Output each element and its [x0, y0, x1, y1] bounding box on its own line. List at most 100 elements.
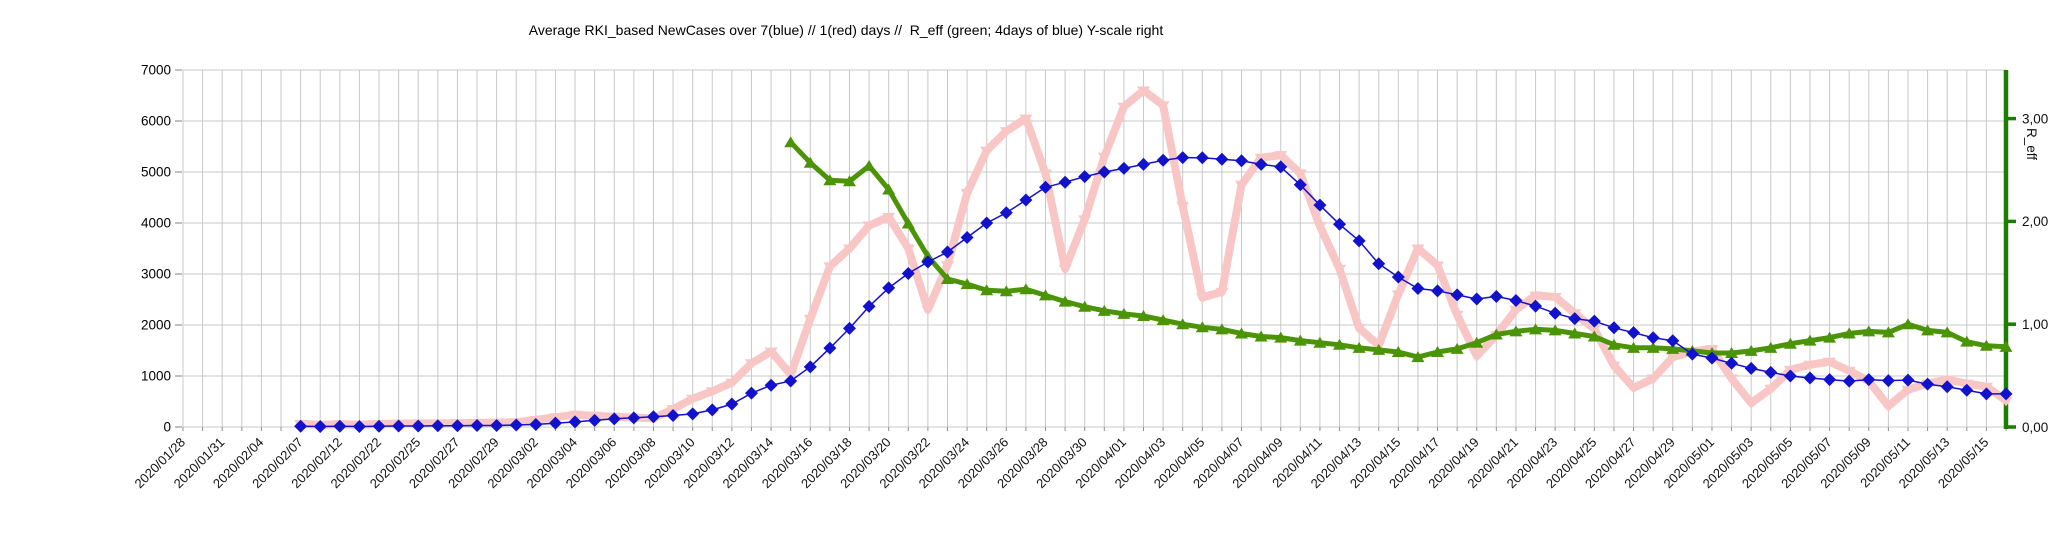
diamond-marker — [333, 419, 347, 433]
arrow-down-marker — [1470, 352, 1484, 363]
triangle-up-marker — [1058, 295, 1072, 307]
diamond-marker — [803, 360, 817, 374]
triangle-up-marker — [1411, 351, 1425, 363]
triangle-up-marker — [1509, 325, 1523, 337]
arrow-down-marker — [1293, 169, 1307, 180]
diamond-marker — [1470, 292, 1484, 306]
diamond-marker — [1372, 257, 1386, 271]
right-axis-title: R_eff — [2024, 128, 2039, 160]
triangle-up-marker — [1744, 344, 1758, 356]
triangle-up-marker — [999, 285, 1013, 297]
arrow-down-marker — [1744, 399, 1758, 410]
series-newcases-7day-avg — [294, 151, 2013, 433]
diamond-marker — [1725, 356, 1739, 370]
diamond-marker — [940, 245, 954, 259]
diamond-marker — [627, 411, 641, 425]
diamond-marker — [1685, 347, 1699, 361]
y-tick-label: 4000 — [141, 216, 171, 231]
diamond-marker — [1489, 289, 1503, 303]
right-tick-label: 1,00 — [2022, 317, 2048, 332]
triangle-up-marker — [1235, 327, 1249, 339]
diamond-marker — [1881, 374, 1895, 388]
arrow-down-marker — [1901, 385, 1915, 396]
arrow-down-marker — [1352, 324, 1366, 335]
right-tick-label: 0,00 — [2022, 420, 2048, 435]
y-tick-label: 2000 — [141, 318, 171, 333]
triangle-up-marker — [1803, 334, 1817, 346]
arrow-down-marker — [1274, 151, 1288, 162]
triangle-up-marker — [1764, 341, 1778, 353]
diamond-marker — [921, 255, 935, 269]
triangle-up-marker — [1666, 342, 1680, 354]
triangle-up-marker — [1117, 307, 1131, 319]
y-tick-label: 6000 — [141, 114, 171, 129]
arrow-down-marker — [823, 262, 837, 273]
diamond-marker — [1783, 369, 1797, 383]
arrow-down-marker — [1333, 264, 1347, 275]
triangle-up-marker — [901, 217, 915, 229]
diamond-marker — [1979, 387, 1993, 401]
diamond-marker — [1333, 217, 1347, 231]
triangle-up-marker — [1156, 314, 1170, 326]
diamond-marker — [607, 412, 621, 426]
diamond-marker — [1117, 161, 1131, 175]
diamond-marker — [1176, 151, 1190, 165]
triangle-up-marker — [1627, 341, 1641, 353]
diamond-marker — [862, 299, 876, 313]
triangle-up-marker — [1646, 341, 1660, 353]
arrow-down-marker — [1038, 169, 1052, 180]
diamond-marker — [490, 418, 504, 432]
diamond-marker — [294, 419, 308, 433]
arrow-down-marker — [1411, 244, 1425, 255]
y-tick-label: 7000 — [141, 63, 171, 78]
triangle-up-marker — [1842, 327, 1856, 339]
triangle-up-marker — [960, 278, 974, 290]
diamond-marker — [980, 216, 994, 230]
diamond-marker — [588, 413, 602, 427]
triangle-up-marker — [1254, 330, 1268, 342]
triangle-up-marker — [940, 272, 954, 284]
arrow-down-marker — [1529, 291, 1543, 302]
diamond-marker — [1019, 193, 1033, 207]
series-newcases-1day-markers — [294, 86, 2013, 431]
arrow-down-marker — [980, 146, 994, 157]
arrow-down-marker — [1587, 325, 1601, 336]
diamond-marker — [1666, 334, 1680, 348]
triangle-up-marker — [1019, 283, 1033, 295]
diamond-marker — [744, 386, 758, 400]
diamond-marker — [1058, 175, 1072, 189]
triangle-up-marker — [1470, 336, 1484, 348]
triangle-up-marker — [1940, 326, 1954, 338]
diamond-marker — [313, 419, 327, 433]
triangle-up-marker — [1391, 345, 1405, 357]
triangle-up-marker — [1568, 327, 1582, 339]
triangle-up-marker — [1881, 326, 1895, 338]
diamond-marker — [1274, 160, 1288, 174]
diamond-marker — [666, 409, 680, 423]
arrow-down-marker — [1764, 384, 1778, 395]
triangle-up-marker — [1293, 334, 1307, 346]
arrow-down-marker — [842, 244, 856, 255]
triangle-up-marker — [1901, 318, 1915, 330]
triangle-up-marker — [1979, 339, 1993, 351]
diamond-marker — [764, 378, 778, 392]
triangle-up-marker — [862, 159, 876, 171]
arrow-down-marker — [1137, 86, 1151, 97]
arrow-down-marker — [1842, 366, 1856, 377]
arrow-down-marker — [686, 394, 700, 405]
triangle-up-marker — [1274, 331, 1288, 343]
triangle-up-marker — [1372, 343, 1386, 355]
right-tick-label: 2,00 — [2022, 214, 2048, 229]
diamond-marker — [1607, 321, 1621, 335]
diamond-marker — [646, 410, 660, 424]
triangle-up-marker — [1431, 345, 1445, 357]
triangle-up-marker — [1176, 318, 1190, 330]
triangle-up-marker — [823, 174, 837, 186]
arrow-down-marker — [1156, 101, 1170, 112]
diamond-marker — [568, 415, 582, 429]
triangle-up-marker — [1725, 346, 1739, 358]
arrow-down-marker — [764, 347, 778, 358]
arrow-down-marker — [1117, 102, 1131, 113]
series-newcases-7day-avg-line — [299, 156, 2007, 428]
